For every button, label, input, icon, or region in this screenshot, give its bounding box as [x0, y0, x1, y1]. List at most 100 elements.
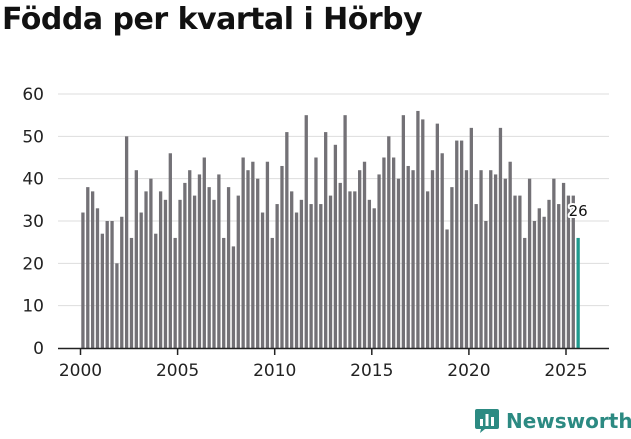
bar — [149, 178, 153, 348]
bar — [158, 191, 163, 348]
chart-bars-icon — [475, 409, 499, 433]
bar — [275, 204, 279, 348]
y-tick-label: 0 — [33, 339, 44, 359]
data-labels: 26 — [567, 200, 590, 222]
bar — [144, 191, 148, 348]
bar — [430, 170, 435, 348]
x-tick-label: 2015 — [350, 361, 393, 381]
bar — [178, 199, 182, 348]
bar — [105, 221, 109, 348]
bar — [392, 157, 396, 348]
y-tick-label: 60 — [22, 85, 44, 105]
bar — [513, 195, 517, 348]
bar — [324, 132, 328, 348]
x-tick-label: 2025 — [544, 361, 587, 381]
bar — [571, 195, 575, 348]
bar — [474, 204, 478, 348]
bar — [95, 208, 100, 348]
bar — [440, 153, 444, 348]
bar — [226, 187, 231, 348]
bar — [401, 115, 406, 348]
bar — [557, 204, 561, 348]
bar — [183, 182, 187, 348]
bar — [338, 182, 342, 348]
bar — [518, 195, 522, 348]
bar — [367, 199, 372, 348]
y-tick-label: 50 — [22, 127, 44, 147]
bar — [163, 199, 168, 348]
bar — [484, 221, 488, 348]
bar — [358, 170, 362, 348]
bar — [459, 140, 464, 348]
bar — [498, 127, 503, 349]
y-tick-label: 40 — [22, 170, 44, 190]
bar — [396, 178, 401, 348]
bar — [382, 157, 386, 348]
bar — [236, 195, 240, 348]
chart-title: Födda per kvartal i Hörby — [2, 2, 423, 37]
bar — [270, 237, 274, 348]
y-tick-label: 30 — [22, 212, 44, 232]
bar — [387, 136, 391, 348]
brand-name: Newsworthy — [506, 409, 631, 433]
bar — [134, 170, 138, 348]
bar — [532, 221, 537, 348]
bar — [479, 170, 483, 348]
bar — [527, 178, 532, 348]
bar — [566, 195, 571, 348]
bar — [120, 216, 124, 348]
bar — [110, 221, 114, 348]
bar — [547, 199, 551, 348]
bar — [299, 199, 304, 348]
x-tick-label: 2000 — [59, 361, 102, 381]
bar — [222, 237, 226, 348]
bar — [188, 170, 192, 348]
bar — [154, 233, 158, 348]
bar — [246, 170, 250, 348]
bar — [435, 123, 439, 348]
bar — [173, 237, 177, 348]
bar — [260, 212, 265, 348]
bar — [561, 182, 566, 348]
bar — [406, 165, 410, 348]
bar — [489, 170, 493, 348]
bar — [129, 237, 134, 348]
x-tick-label: 2010 — [253, 361, 296, 381]
bar — [493, 174, 498, 348]
bar — [508, 161, 512, 348]
bar — [81, 212, 85, 348]
bar — [86, 187, 90, 348]
bar — [90, 191, 95, 348]
bar — [202, 157, 206, 348]
last-value-label: 26 — [569, 202, 588, 220]
bar — [455, 140, 459, 348]
bar — [411, 170, 415, 348]
bar — [377, 174, 381, 348]
bar — [124, 136, 129, 348]
brand-logo: Newsworthy — [474, 404, 631, 438]
bars — [81, 110, 580, 349]
bar — [425, 191, 430, 348]
bar — [290, 191, 294, 348]
bar — [343, 115, 347, 348]
bar — [372, 208, 376, 348]
bar — [469, 127, 473, 349]
bar — [523, 237, 527, 348]
bar — [537, 208, 541, 348]
bar — [251, 161, 255, 348]
bar — [542, 216, 546, 348]
bar — [503, 178, 507, 348]
bar — [168, 153, 172, 348]
x-tick-label: 2005 — [156, 361, 199, 381]
bar — [294, 212, 299, 348]
bar — [416, 110, 420, 349]
bar — [285, 132, 289, 348]
bar — [115, 263, 119, 348]
bar — [212, 199, 216, 348]
bar — [450, 187, 454, 348]
bar — [328, 195, 333, 348]
bar — [139, 212, 143, 348]
y-tick-label: 10 — [22, 297, 44, 317]
bar — [100, 233, 104, 348]
bar — [464, 170, 469, 348]
